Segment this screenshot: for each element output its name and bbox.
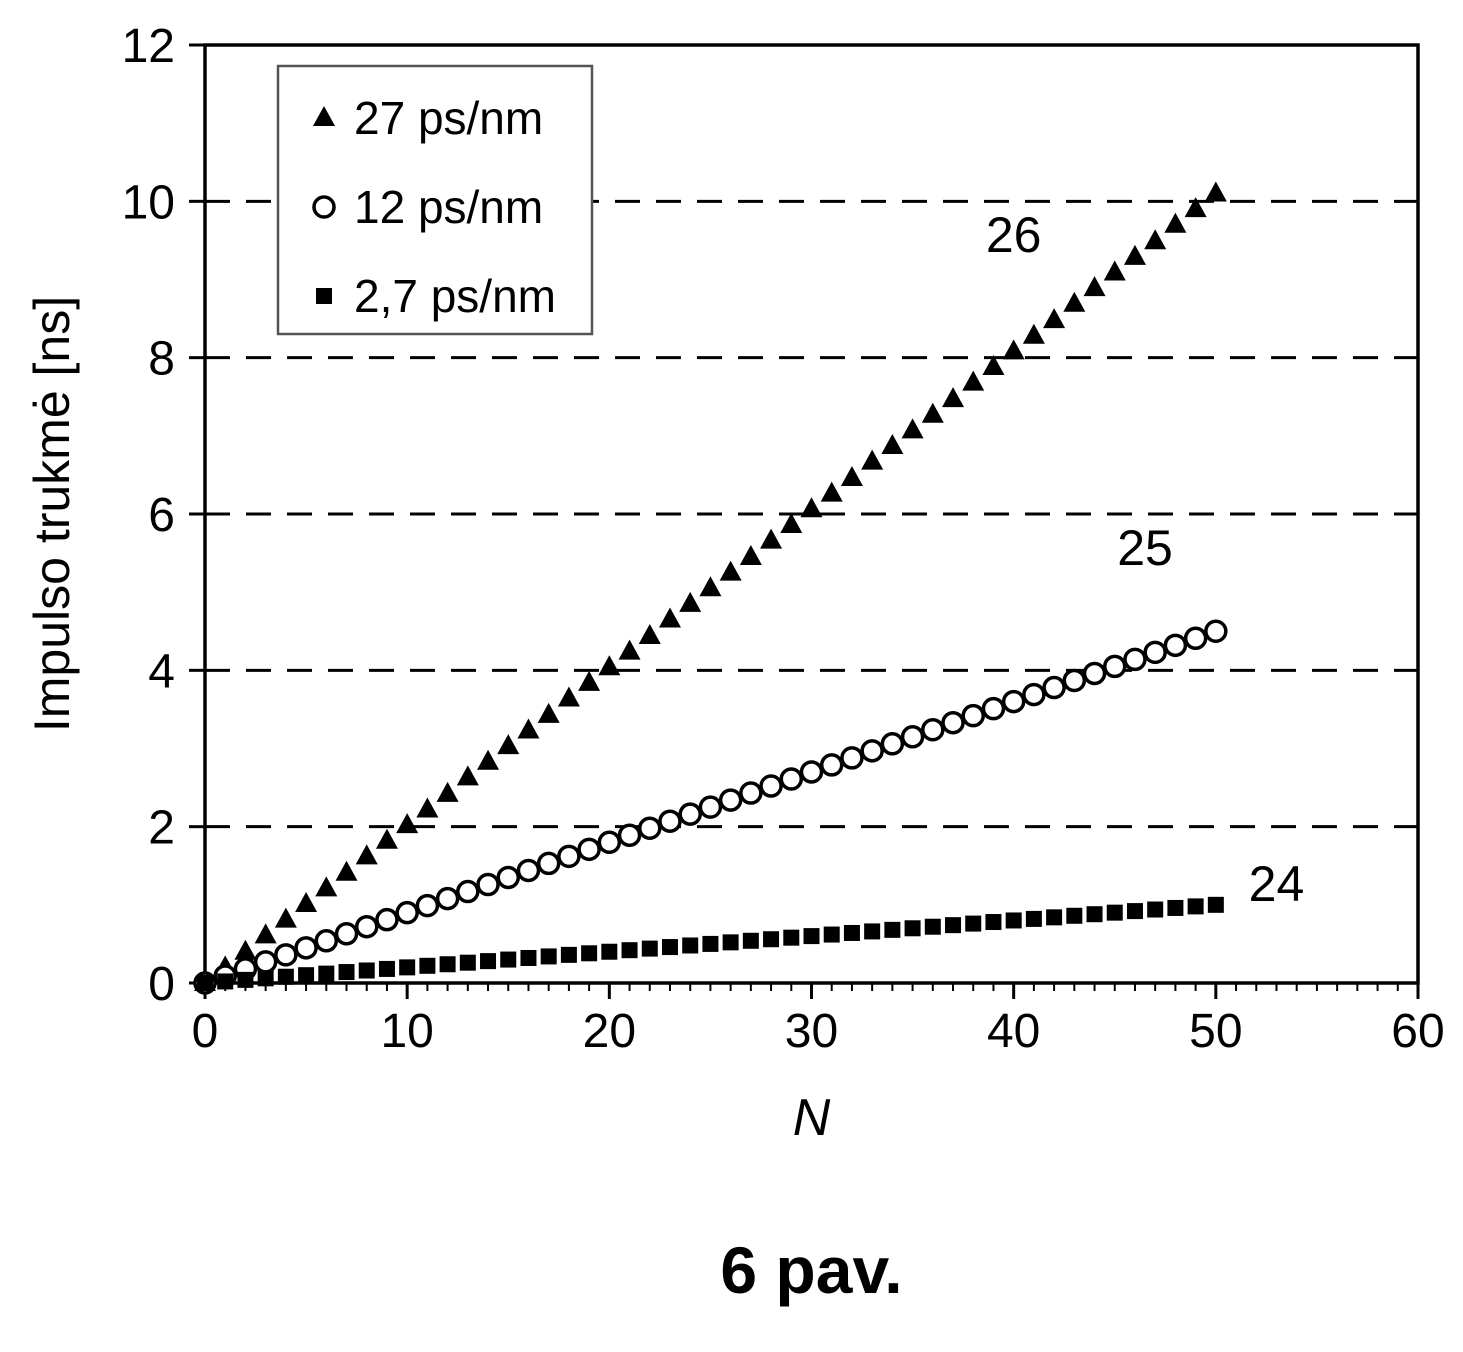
x-tick-label: 10 (380, 1005, 433, 1058)
curve-label-25: 25 (1117, 520, 1173, 576)
y-tick-label: 12 (122, 20, 175, 73)
series-open-circle (193, 619, 1228, 995)
y-tick-label: 4 (148, 645, 175, 698)
y-tick-label: 0 (148, 958, 175, 1011)
y-tick-label: 2 (148, 802, 175, 855)
figure-caption: 6 pav. (720, 1233, 903, 1307)
legend-item: 27 ps/nm (313, 92, 543, 144)
filled-triangle-icon (313, 106, 335, 126)
curve-label-26: 26 (986, 207, 1042, 263)
filled-square-icon (316, 288, 332, 304)
series-filled-square (197, 896, 1224, 991)
legend-label: 27 ps/nm (354, 92, 543, 144)
x-tick-label: 20 (583, 1005, 636, 1058)
legend-item: 2,7 ps/nm (316, 270, 556, 322)
x-tick-label: 50 (1189, 1005, 1242, 1058)
x-axis-ticks: 0 10 20 30 40 50 60 (192, 983, 1445, 1058)
legend-item: 12 ps/nm (312, 181, 543, 233)
x-tick-label: 60 (1391, 1005, 1444, 1058)
y-tick-label: 6 (148, 489, 175, 542)
x-tick-label: 0 (192, 1005, 219, 1058)
legend-label: 12 ps/nm (354, 181, 543, 233)
curve-label-24: 24 (1249, 856, 1305, 912)
x-tick-label: 40 (987, 1005, 1040, 1058)
y-axis-ticks: 0 2 4 6 8 10 12 (122, 20, 205, 1011)
legend-label: 2,7 ps/nm (354, 270, 556, 322)
y-tick-label: 8 (148, 333, 175, 386)
x-axis-label: N (792, 1089, 831, 1147)
open-circle-icon (312, 195, 336, 219)
x-tick-label: 30 (785, 1005, 838, 1058)
legend: 27 ps/nm 12 ps/nm 2,7 ps/nm (276, 64, 594, 336)
annotations: 26 25 24 (986, 207, 1304, 912)
y-tick-label: 10 (122, 176, 175, 229)
